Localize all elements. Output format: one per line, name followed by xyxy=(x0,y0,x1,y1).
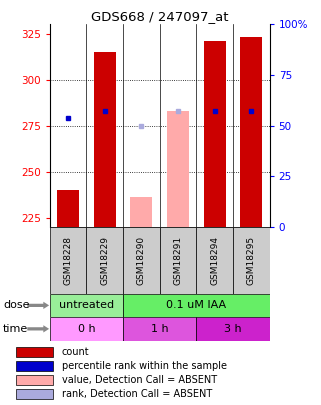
Text: GSM18291: GSM18291 xyxy=(174,236,183,285)
Text: value, Detection Call = ABSENT: value, Detection Call = ABSENT xyxy=(62,375,217,385)
Text: percentile rank within the sample: percentile rank within the sample xyxy=(62,361,227,371)
Bar xyxy=(123,227,160,294)
Title: GDS668 / 247097_at: GDS668 / 247097_at xyxy=(91,10,229,23)
Text: GSM18290: GSM18290 xyxy=(137,236,146,285)
Text: 1 h: 1 h xyxy=(151,324,169,334)
Bar xyxy=(196,227,233,294)
Bar xyxy=(50,294,123,317)
Bar xyxy=(57,190,79,227)
Bar xyxy=(86,227,123,294)
Text: 3 h: 3 h xyxy=(224,324,242,334)
Bar xyxy=(167,111,189,227)
Text: GSM18294: GSM18294 xyxy=(210,236,219,285)
Bar xyxy=(50,227,86,294)
Bar xyxy=(160,227,196,294)
Text: 0 h: 0 h xyxy=(78,324,95,334)
Bar xyxy=(130,197,152,227)
Text: GSM18228: GSM18228 xyxy=(64,236,73,285)
Bar xyxy=(16,375,53,385)
Text: untreated: untreated xyxy=(59,301,114,310)
Bar xyxy=(94,52,116,227)
Text: count: count xyxy=(62,347,90,357)
Bar xyxy=(240,37,262,227)
Bar xyxy=(123,317,196,341)
Text: rank, Detection Call = ABSENT: rank, Detection Call = ABSENT xyxy=(62,389,212,399)
Bar xyxy=(16,347,53,357)
Text: time: time xyxy=(3,324,29,334)
Bar xyxy=(16,389,53,399)
Bar xyxy=(123,294,270,317)
Bar xyxy=(16,361,53,371)
Bar xyxy=(204,41,226,227)
Text: GSM18229: GSM18229 xyxy=(100,236,109,285)
Text: 0.1 uM IAA: 0.1 uM IAA xyxy=(166,301,226,310)
Bar xyxy=(196,317,270,341)
Text: dose: dose xyxy=(3,301,30,310)
Bar xyxy=(233,227,270,294)
Bar xyxy=(50,317,123,341)
Text: GSM18295: GSM18295 xyxy=(247,236,256,285)
